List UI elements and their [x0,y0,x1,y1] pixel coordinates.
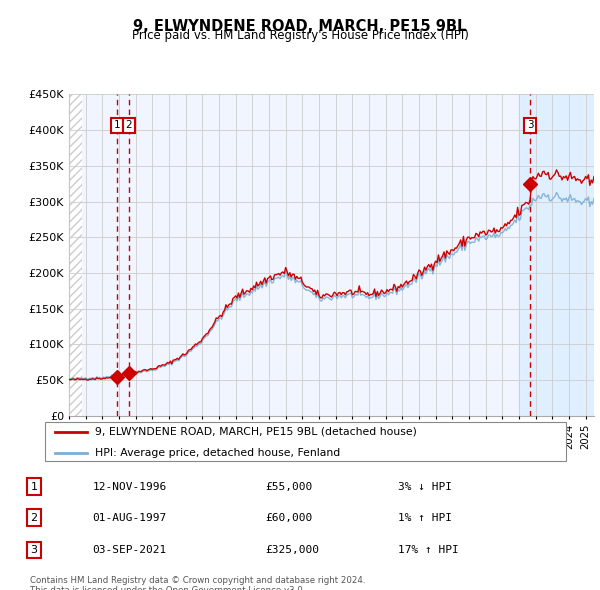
Text: 2: 2 [31,513,37,523]
Text: 01-AUG-1997: 01-AUG-1997 [92,513,167,523]
Text: 2: 2 [125,120,132,130]
Text: 9, ELWYNDENE ROAD, MARCH, PE15 9BL (detached house): 9, ELWYNDENE ROAD, MARCH, PE15 9BL (deta… [95,427,416,437]
FancyBboxPatch shape [44,422,566,461]
Text: Contains HM Land Registry data © Crown copyright and database right 2024.
This d: Contains HM Land Registry data © Crown c… [30,576,365,590]
Text: 3: 3 [31,545,37,555]
Text: 12-NOV-1996: 12-NOV-1996 [92,481,167,491]
Text: £55,000: £55,000 [265,481,313,491]
Text: 03-SEP-2021: 03-SEP-2021 [92,545,167,555]
Text: £325,000: £325,000 [265,545,319,555]
Text: 9, ELWYNDENE ROAD, MARCH, PE15 9BL: 9, ELWYNDENE ROAD, MARCH, PE15 9BL [133,19,467,34]
Text: 1: 1 [31,481,37,491]
Text: HPI: Average price, detached house, Fenland: HPI: Average price, detached house, Fenl… [95,448,340,458]
Text: Price paid vs. HM Land Registry's House Price Index (HPI): Price paid vs. HM Land Registry's House … [131,30,469,42]
Text: 3% ↓ HPI: 3% ↓ HPI [398,481,452,491]
Text: 17% ↑ HPI: 17% ↑ HPI [398,545,458,555]
Text: 1% ↑ HPI: 1% ↑ HPI [398,513,452,523]
Text: 1: 1 [113,120,120,130]
Bar [519,94,594,416]
Text: 3: 3 [527,120,533,130]
Text: £60,000: £60,000 [265,513,313,523]
